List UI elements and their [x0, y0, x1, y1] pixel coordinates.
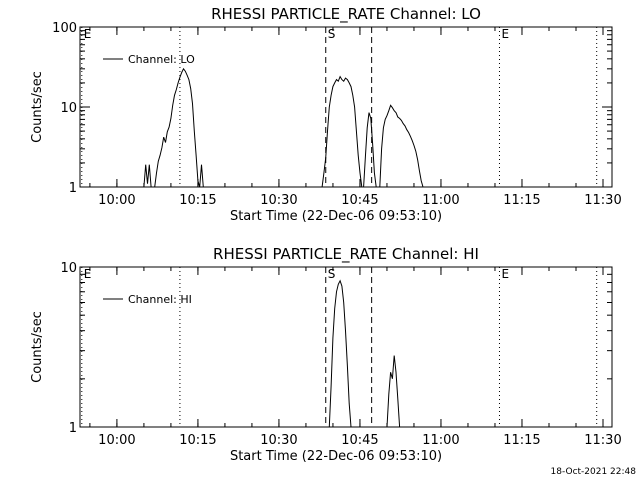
panel-1-y-tick-label: 100 [52, 21, 77, 36]
panel-2-x-tick-label: 11:30 [584, 433, 621, 448]
panel-1-x-tick-label: 11:30 [584, 193, 621, 208]
panel-2-x-tick-label: 10:30 [260, 433, 297, 448]
panel-2-x-tick-label: 11:00 [422, 433, 459, 448]
panel-2-series-line [328, 279, 352, 428]
panel-2-series-line [386, 355, 401, 428]
panel-2-y-tick-label: 10 [60, 261, 77, 276]
panel-2-marker-label: E [501, 267, 509, 281]
panel-1-y-tick-label: 1 [69, 181, 77, 196]
panel-2-x-axis-label: Start Time (22-Dec-06 09:53:10) [230, 449, 442, 464]
panel-2-x-tick-label: 11:15 [503, 433, 540, 448]
panel-1-x-tick-label: 11:00 [422, 193, 459, 208]
panel-2-x-tick-label: 10:00 [98, 433, 135, 448]
panel-2-x-tick-label: 10:15 [179, 433, 216, 448]
panel-1-y-axis-label: Counts/sec [30, 71, 45, 143]
panel-2-y-axis-label: Counts/sec [30, 311, 45, 383]
panel-1-legend-label: Channel: LO [128, 53, 195, 66]
panel-2-y-tick-label: 1 [69, 421, 77, 436]
panel-2-marker-label: E [84, 267, 92, 281]
panel-1-marker-label: E [501, 27, 509, 41]
panel-1-marker-label: S [328, 27, 336, 41]
timestamp: 18-Oct-2021 22:48 [550, 467, 636, 477]
panel-1-x-tick-label: 10:30 [260, 193, 297, 208]
panel-1-series-line [363, 112, 377, 188]
panel-1-x-tick-label: 10:00 [98, 193, 135, 208]
panel-1-series-line [143, 67, 204, 188]
panel-1-plot-frame [79, 26, 613, 188]
panel-1-x-tick-label: 10:45 [341, 193, 378, 208]
panel-2-plot-frame [79, 266, 613, 428]
panel-1-series-line [379, 104, 424, 188]
panel-2-title: RHESSI PARTICLE_RATE Channel: HI [213, 245, 479, 264]
panel-1-y-tick-label: 10 [60, 101, 77, 116]
panel-2-legend-label: Channel: HI [128, 293, 192, 306]
panel-1-series-line [321, 75, 363, 188]
panel-2-x-tick-label: 10:45 [341, 433, 378, 448]
panel-1-x-tick-label: 11:15 [503, 193, 540, 208]
panel-1-marker-label: E [84, 27, 92, 41]
panel-1-x-tick-label: 10:15 [179, 193, 216, 208]
panel-1-x-axis-label: Start Time (22-Dec-06 09:53:10) [230, 209, 442, 224]
panel-2-marker-label: S [328, 267, 336, 281]
panel-1-title: RHESSI PARTICLE_RATE Channel: LO [211, 5, 481, 24]
